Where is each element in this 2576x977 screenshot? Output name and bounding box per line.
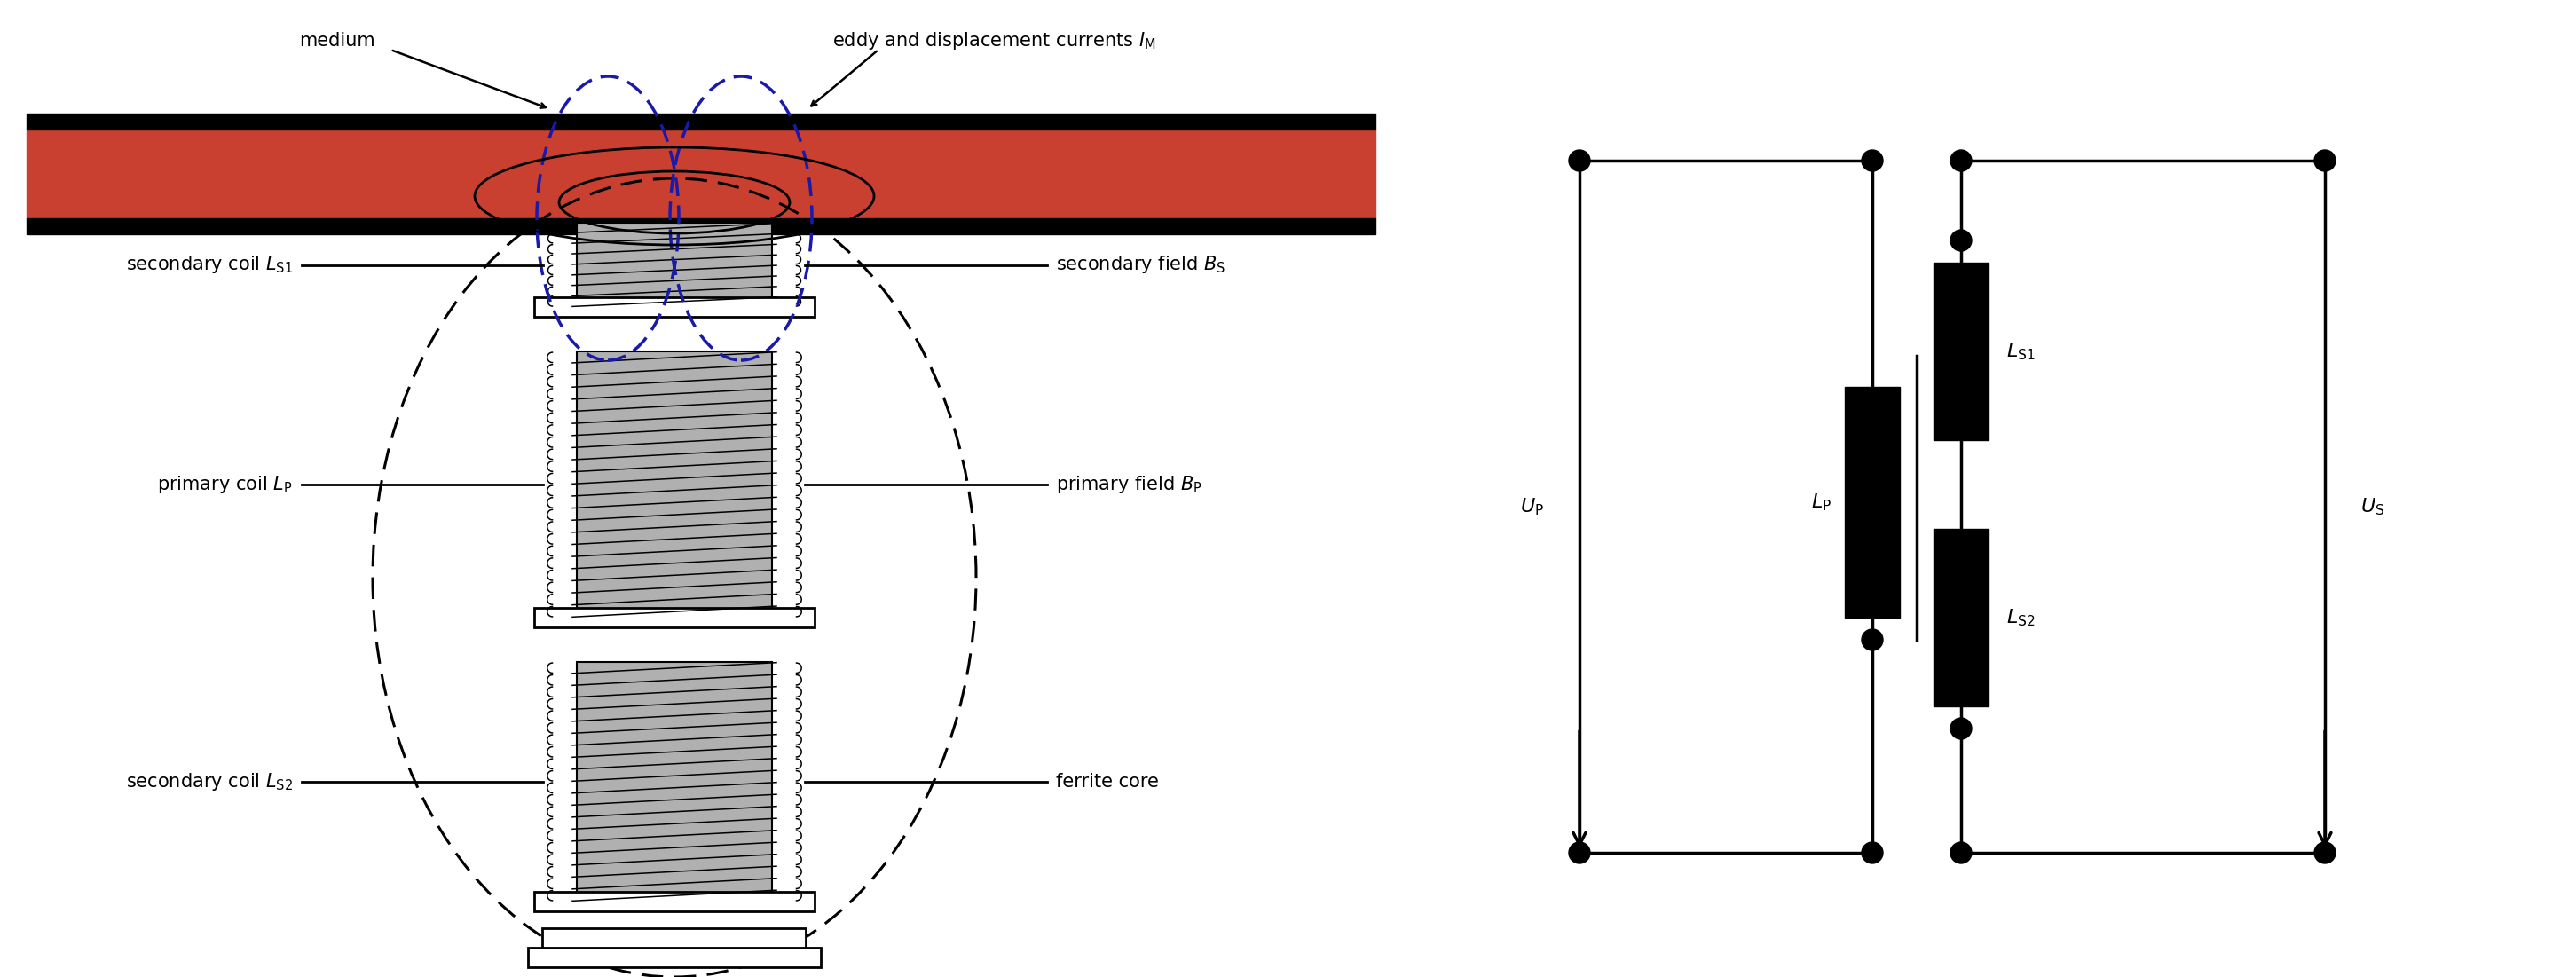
Text: medium: medium — [299, 32, 376, 50]
Bar — [577, 223, 773, 307]
Circle shape — [2313, 149, 2336, 171]
Bar — [26, 113, 1376, 130]
Text: primary coil $L_\mathrm{P}$: primary coil $L_\mathrm{P}$ — [157, 474, 294, 495]
Bar — [533, 608, 814, 627]
Text: $U_\mathrm{S}$: $U_\mathrm{S}$ — [2360, 496, 2385, 517]
Bar — [528, 948, 822, 967]
Text: $L_\mathrm{S2}$: $L_\mathrm{S2}$ — [2007, 607, 2035, 628]
Circle shape — [1950, 230, 1971, 251]
Text: eddy and displacement currents $I_\mathrm{M}$: eddy and displacement currents $I_\mathr… — [832, 30, 1157, 52]
Text: $L_\mathrm{P}$: $L_\mathrm{P}$ — [1811, 491, 1832, 513]
Circle shape — [1862, 842, 1883, 864]
Circle shape — [1862, 629, 1883, 651]
Bar — [533, 892, 814, 912]
Text: $U_\mathrm{P}$: $U_\mathrm{P}$ — [1520, 496, 1543, 517]
Bar — [544, 928, 806, 948]
Circle shape — [1950, 149, 1971, 171]
Bar — [26, 130, 1376, 218]
Bar — [533, 297, 814, 317]
Bar — [577, 352, 773, 617]
Circle shape — [1569, 842, 1589, 864]
Circle shape — [2313, 842, 2336, 864]
Text: secondary coil $L_\mathrm{S1}$: secondary coil $L_\mathrm{S1}$ — [126, 254, 294, 276]
Bar — [1935, 529, 1989, 706]
Bar — [26, 218, 1376, 234]
Text: ferrite core: ferrite core — [1056, 773, 1159, 790]
Circle shape — [1950, 842, 1971, 864]
Text: secondary field $B_\mathrm{S}$: secondary field $B_\mathrm{S}$ — [1056, 254, 1226, 276]
Bar — [1935, 263, 1989, 440]
Circle shape — [1569, 149, 1589, 171]
Bar — [1844, 387, 1901, 617]
Text: primary field $B_\mathrm{P}$: primary field $B_\mathrm{P}$ — [1056, 474, 1203, 495]
Text: $L_\mathrm{S1}$: $L_\mathrm{S1}$ — [2007, 341, 2035, 361]
Bar — [577, 662, 773, 902]
Circle shape — [1862, 149, 1883, 171]
Circle shape — [1950, 718, 1971, 740]
Text: secondary coil $L_\mathrm{S2}$: secondary coil $L_\mathrm{S2}$ — [126, 771, 294, 792]
